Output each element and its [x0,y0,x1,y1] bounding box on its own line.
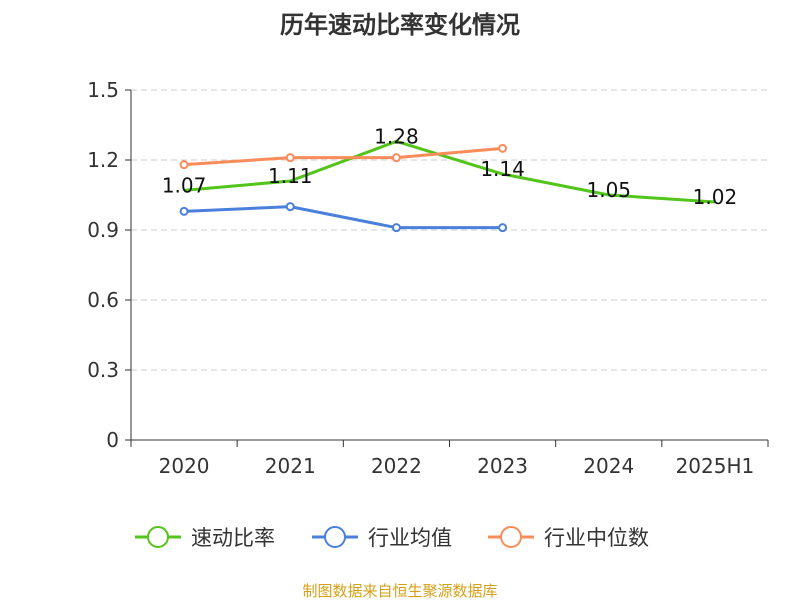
y-tick-label: 0 [106,428,119,452]
x-tick-label: 2021 [265,454,316,478]
data-point [179,160,189,170]
data-point [498,143,508,153]
series-line-0 [183,139,716,204]
legend-marker-icon [147,526,169,548]
data-point [285,202,295,212]
y-tick-label: 0.9 [87,218,119,242]
legend-marker-icon [324,526,346,548]
y-tick-label: 0.3 [87,358,119,382]
data-label: 1.11 [268,164,313,188]
legend-label: 速动比率 [191,526,275,550]
x-tick-label: 2020 [159,454,210,478]
legend-label: 行业均值 [368,526,452,550]
data-point [285,153,295,163]
data-label: 1.02 [693,185,738,209]
data-label: 1.28 [374,124,419,148]
legend-marker-icon [500,526,522,548]
data-label: 1.14 [480,157,525,181]
data-label: 1.07 [162,173,207,197]
y-tick-label: 1.2 [87,148,119,172]
x-tick-label: 2022 [371,454,422,478]
data-label: 1.05 [586,178,631,202]
x-tick-label: 2024 [583,454,634,478]
y-tick-label: 1.5 [87,78,119,102]
data-point [498,223,508,233]
data-point [179,206,189,216]
data-point [391,153,401,163]
source-note: 制图数据来自恒生聚源数据库 [302,582,497,600]
x-tick-label: 2023 [477,454,528,478]
y-tick-label: 0.6 [87,288,119,312]
legend-label: 行业中位数 [544,526,649,550]
data-point [391,223,401,233]
chart-title: 历年速动比率变化情况 [280,11,520,39]
series-line-1 [184,205,503,230]
x-tick-label: 2025H1 [676,454,755,478]
series-line-2 [183,146,503,167]
